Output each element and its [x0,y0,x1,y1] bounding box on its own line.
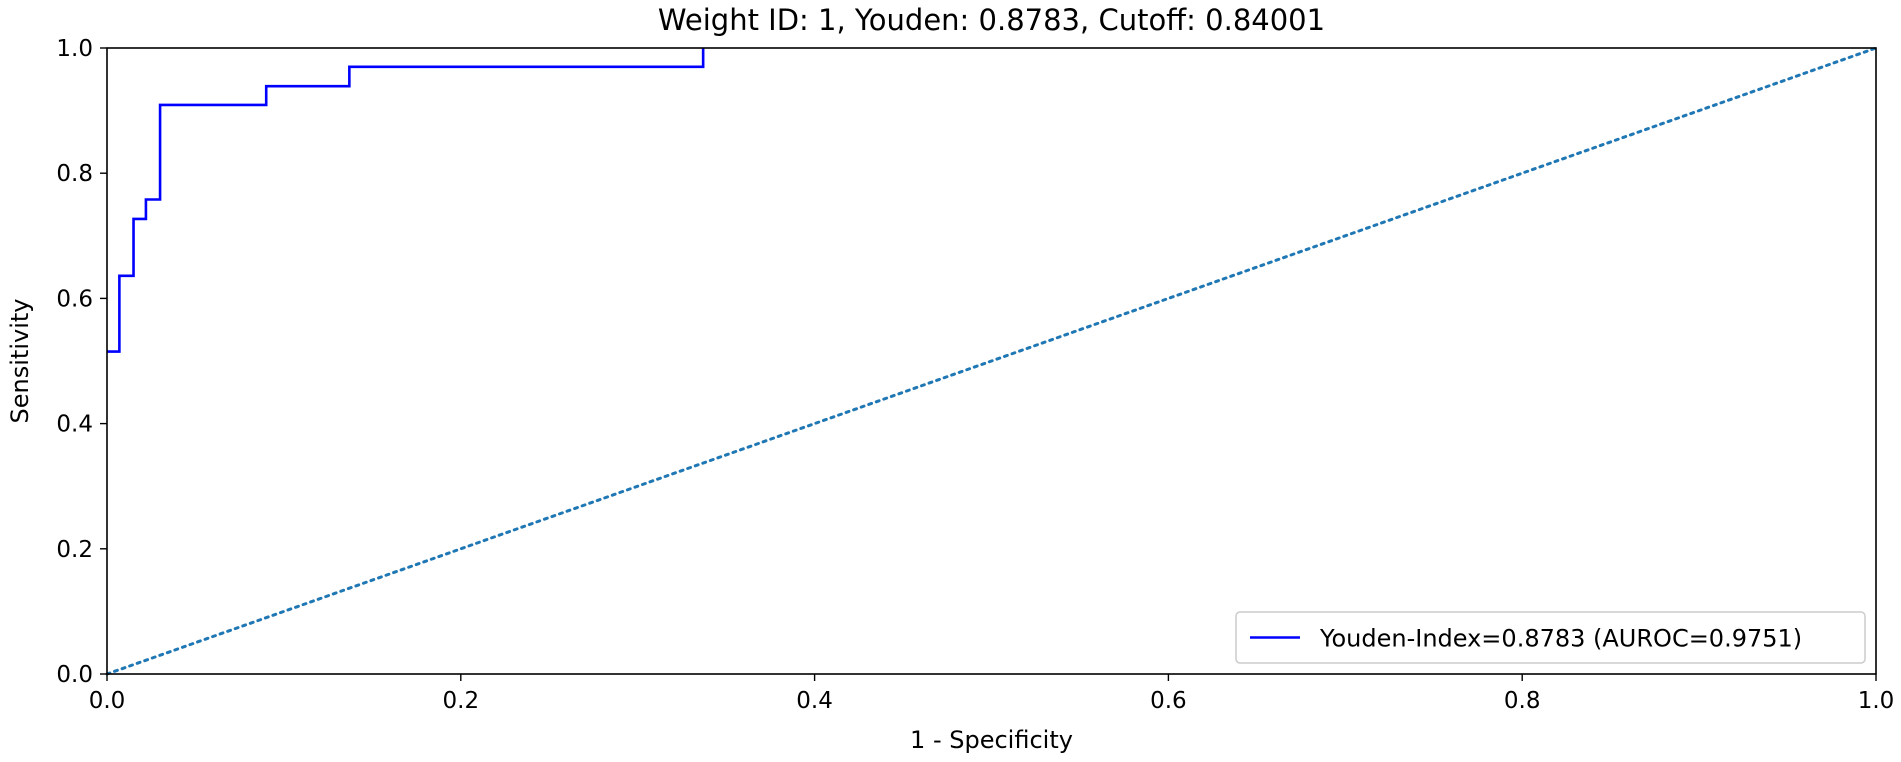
x-tick-label: 0.6 [1150,688,1187,714]
y-tick-label: 1.0 [56,36,93,62]
x-tick-label: 0.2 [443,688,480,714]
y-tick-label: 0.8 [56,161,93,187]
legend-entry-youden: Youden-Index=0.8783 (AUROC=0.9751) [1319,625,1802,653]
y-tick-label: 0.2 [56,537,93,563]
x-tick-label: 1.0 [1858,688,1895,714]
y-tick-label: 0.4 [56,412,93,438]
chart-title: Weight ID: 1, Youden: 0.8783, Cutoff: 0.… [658,3,1325,37]
legend: Youden-Index=0.8783 (AUROC=0.9751) [1235,611,1866,664]
roc-curve-line [107,48,705,353]
x-tick-label: 0.8 [1504,688,1541,714]
y-tick-label: 0.0 [56,662,93,688]
y-axis-ticks: 0.0 0.2 0.4 0.6 0.8 1.0 [56,36,107,688]
legend-box [1235,611,1866,664]
x-tick-label: 0.0 [89,688,126,714]
plot-area [105,46,1878,676]
plot-frame [106,47,1877,675]
x-axis-label: 1 - Specificity [910,726,1073,754]
x-axis-ticks: 0.0 0.2 0.4 0.6 0.8 1.0 [89,674,1895,714]
x-tick-label: 0.4 [796,688,833,714]
y-axis-label: Sensitivity [6,299,34,424]
chance-diagonal-line [105,46,1878,676]
y-tick-label: 0.6 [56,286,93,312]
